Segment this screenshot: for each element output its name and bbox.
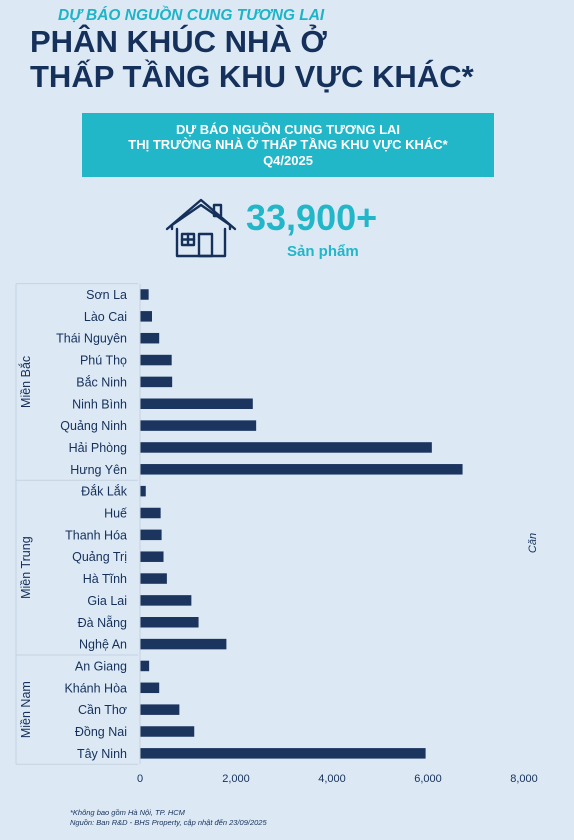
category-label: Gia Lai [87, 594, 127, 608]
category-label: Hưng Yên [70, 463, 127, 477]
footnote-source: Nguồn: Ban R&D - BHS Property, cập nhật … [70, 818, 267, 827]
category-label: Hà Tĩnh [83, 572, 127, 586]
x-tick-label: 8,000 [510, 773, 538, 785]
x-tick-label: 2,000 [222, 773, 250, 785]
bar [140, 529, 162, 541]
total-supply-value: 33,900+ [246, 197, 378, 238]
x-tick-label: 6,000 [414, 773, 442, 785]
banner-line-1: DỰ BÁO NGUỒN CUNG TƯƠNG LAI [175, 121, 401, 137]
region-group-label: Miền Nam [19, 681, 33, 738]
category-label: Quảng Ninh [60, 419, 127, 433]
x-tick-label: 0 [137, 773, 143, 785]
page-title-line-2: THẤP TẦNG KHU VỰC KHÁC* [30, 59, 474, 94]
category-label: Đà Nẵng [78, 615, 127, 630]
header-subtitle: DỰ BÁO NGUỒN CUNG TƯƠNG LAI [58, 7, 325, 24]
bar [140, 420, 257, 431]
footnote: *Không bao gồm Hà Nội, TP. HCM Nguồn: Ba… [70, 808, 267, 828]
region-group-label: Miền Bắc [18, 356, 33, 408]
category-label: Quảng Trị [72, 550, 127, 564]
bar [140, 354, 172, 366]
category-label: Lào Cai [84, 310, 127, 324]
bar [140, 682, 160, 694]
x-axis-label: Căn [527, 533, 539, 553]
category-label: Thanh Hóa [65, 528, 127, 542]
bar [140, 551, 164, 562]
banner-line-3: Q4/2025 [263, 152, 313, 168]
bar [140, 573, 167, 584]
category-label: An Giang [75, 659, 127, 673]
total-supply-unit: Sản phẩm [287, 243, 359, 260]
bar [140, 726, 195, 737]
bar [140, 442, 432, 453]
category-label: Cần Thơ [78, 703, 127, 717]
bar [140, 595, 192, 606]
category-label: Thái Nguyên [56, 332, 127, 346]
category-label: Khánh Hòa [64, 681, 127, 695]
bar [140, 398, 253, 409]
category-label: Hải Phòng [69, 441, 127, 455]
bar [140, 617, 199, 628]
category-label: Đắk Lắk [81, 484, 128, 499]
x-tick-label: 4,000 [318, 773, 346, 785]
bar [140, 289, 149, 300]
bar [140, 507, 161, 519]
banner-line-2: THỊ TRƯỜNG NHÀ Ở THẤP TẦNG KHU VỰC KHÁC* [128, 137, 448, 153]
bar [140, 660, 150, 672]
bar [140, 464, 463, 475]
category-label: Tây Ninh [77, 747, 127, 761]
bar [140, 748, 426, 759]
category-label: Ninh Bình [72, 397, 127, 411]
bar [140, 376, 173, 388]
footnote-exclusion: *Không bao gồm Hà Nội, TP. HCM [70, 808, 185, 817]
category-label: Sơn La [86, 288, 127, 302]
bar [140, 638, 227, 650]
bar [140, 332, 160, 344]
house-icon [165, 198, 237, 258]
supply-bar-chart: Sơn La Lào Cai Thái Nguyên Phú Thọ Bắc Ninh N… [15, 283, 539, 785]
bar [140, 311, 152, 322]
forecast-banner: DỰ BÁO NGUỒN CUNG TƯƠNG LAI THỊ TRƯỜNG N… [82, 113, 494, 177]
category-label: Bắc Ninh [76, 374, 127, 389]
category-label: Phú Thọ [80, 354, 127, 368]
category-label: Nghệ An [79, 638, 127, 652]
category-label: Huế [104, 507, 127, 521]
bar [140, 704, 180, 715]
page-title-line-1: PHÂN KHÚC NHÀ Ở [30, 24, 327, 59]
region-group-label: Miền Trung [19, 536, 33, 599]
category-label: Đồng Nai [75, 725, 127, 739]
page-title: PHÂN KHÚC NHÀ Ở THẤP TẦNG KHU VỰC KHÁC* [30, 24, 474, 94]
bar [140, 485, 146, 497]
